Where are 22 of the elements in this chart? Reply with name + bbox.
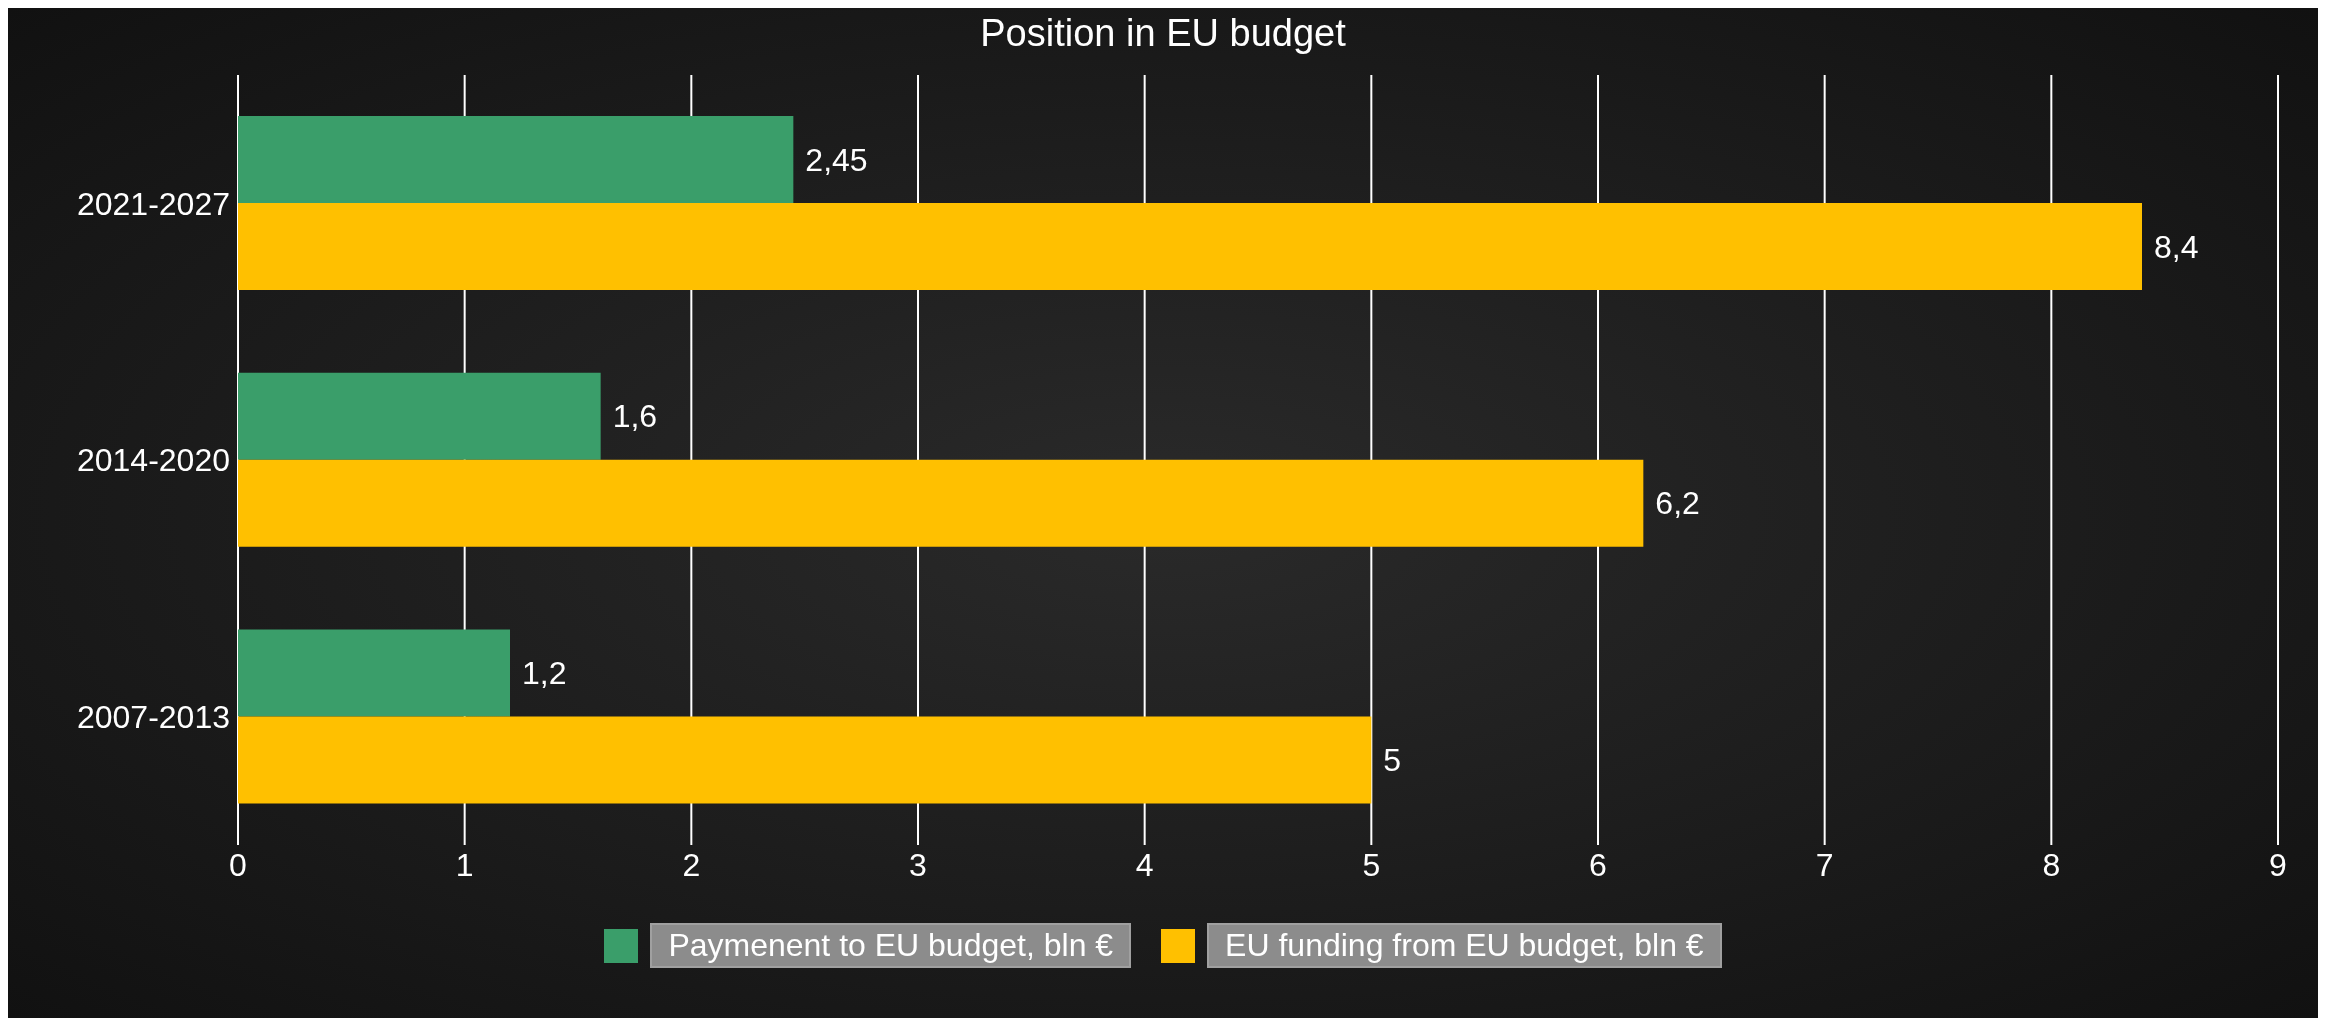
data-label: 6,2 xyxy=(1655,485,1700,522)
x-tick-label: 0 xyxy=(229,846,247,883)
x-tick-label: 5 xyxy=(1362,846,1381,883)
data-label: 5 xyxy=(1383,741,1402,778)
x-tick-label: 3 xyxy=(909,846,927,883)
chart-title: Position in EU budget xyxy=(979,11,1347,55)
legend-label: Paymenent to EU budget, bln € xyxy=(650,923,1132,968)
x-tick-label: 6 xyxy=(1589,846,1607,883)
data-label: 8,4 xyxy=(2154,228,2199,265)
x-tick-label: 8 xyxy=(2042,846,2061,883)
x-tick-label: 4 xyxy=(1135,846,1154,883)
data-label: 2,45 xyxy=(805,141,868,178)
x-tick-label: 7 xyxy=(1815,846,1834,883)
x-tick-label: 1 xyxy=(455,846,474,883)
x-tick-label: 9 xyxy=(2269,846,2287,883)
legend-label: EU funding from EU budget, bln € xyxy=(1207,923,1722,968)
x-tick-label: 2 xyxy=(682,846,701,883)
data-label: 1,6 xyxy=(612,398,658,435)
y-tick-label: 2014-2020 xyxy=(76,442,230,479)
y-tick-label: 2021-2027 xyxy=(76,185,230,222)
data-label: 1,2 xyxy=(522,654,567,691)
y-tick-label: 2007-2013 xyxy=(76,699,230,736)
